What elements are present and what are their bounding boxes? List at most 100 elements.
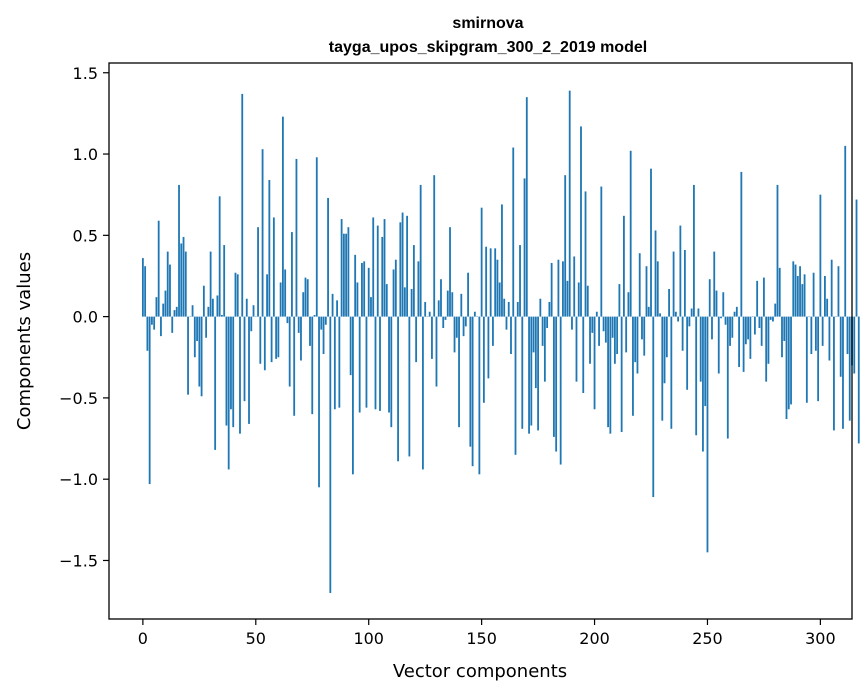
bar: [478, 316, 481, 475]
y-tick-label: 1.5: [73, 64, 98, 83]
bar: [794, 264, 797, 317]
bar: [263, 316, 266, 371]
bar: [469, 316, 472, 447]
bar: [433, 175, 436, 317]
y-tick-label: −0.5: [59, 389, 98, 408]
bar: [422, 316, 424, 470]
bar: [683, 249, 686, 317]
bar: [277, 316, 280, 358]
bar: [207, 306, 210, 317]
bar: [839, 316, 842, 377]
bar: [785, 316, 788, 420]
x-tick-label: 250: [692, 629, 723, 648]
bar: [652, 316, 655, 498]
bar: [297, 316, 300, 333]
bar: [245, 298, 248, 317]
bar: [178, 184, 180, 317]
bar: [598, 316, 600, 346]
bar: [846, 316, 849, 354]
bar: [717, 316, 720, 374]
bar: [309, 316, 311, 346]
bars-group: [141, 90, 860, 593]
bar: [625, 316, 628, 353]
bar: [349, 316, 352, 376]
bar: [227, 316, 230, 470]
bar: [749, 316, 752, 359]
bar: [541, 316, 544, 346]
bar: [286, 316, 289, 324]
bar: [609, 316, 612, 434]
bar: [329, 316, 332, 593]
bar: [482, 316, 485, 403]
bar: [485, 246, 488, 317]
bar: [209, 251, 212, 317]
bar: [311, 316, 314, 415]
bar: [243, 316, 246, 402]
bar: [837, 266, 840, 317]
bar: [738, 316, 740, 368]
bar: [266, 274, 268, 317]
bar: [747, 316, 750, 340]
bar: [546, 316, 549, 328]
bar: [419, 184, 422, 317]
bar: [505, 316, 508, 330]
bar: [636, 316, 639, 374]
bar: [729, 316, 731, 346]
bar: [239, 316, 241, 434]
bar: [320, 316, 323, 330]
bar: [498, 282, 501, 317]
bar: [250, 316, 253, 332]
bar: [403, 287, 406, 317]
bar: [313, 314, 316, 317]
bar: [697, 308, 700, 317]
bar: [211, 298, 214, 317]
bar: [844, 145, 847, 317]
bar: [663, 316, 666, 384]
bar: [826, 298, 829, 317]
bar: [225, 316, 228, 426]
bar: [496, 259, 499, 317]
bar: [352, 316, 354, 475]
bar: [372, 217, 375, 317]
bar: [354, 254, 357, 317]
bar: [600, 186, 603, 317]
bar: [306, 279, 309, 317]
bar: [460, 293, 463, 317]
bar: [647, 306, 650, 317]
bar: [467, 272, 469, 317]
bar: [169, 264, 171, 317]
bar: [618, 284, 621, 317]
bar: [783, 316, 786, 341]
bar: [324, 316, 327, 325]
bar: [670, 316, 673, 429]
bar: [659, 313, 661, 317]
bar: [180, 243, 183, 317]
bar: [412, 245, 415, 317]
bar: [787, 316, 790, 410]
bar: [580, 126, 582, 317]
bar: [796, 275, 799, 317]
bar: [539, 298, 542, 317]
bar: [214, 316, 217, 450]
bar: [548, 301, 551, 317]
bar: [568, 90, 571, 317]
bar: [408, 316, 411, 457]
bar: [492, 316, 494, 346]
bar: [431, 316, 433, 359]
bar: [665, 316, 668, 358]
bar: [735, 306, 738, 317]
bar: [792, 261, 795, 317]
bar: [356, 282, 359, 317]
bar: [333, 316, 336, 410]
bar: [654, 230, 657, 317]
bar: [218, 196, 221, 317]
y-tick-label: −1.5: [59, 551, 98, 570]
bar: [162, 303, 165, 317]
bar: [336, 300, 338, 317]
bar: [803, 274, 806, 317]
bar: [455, 316, 458, 338]
bar: [451, 292, 454, 317]
bar: [674, 311, 677, 317]
bar: [417, 261, 420, 317]
bar: [370, 297, 372, 317]
